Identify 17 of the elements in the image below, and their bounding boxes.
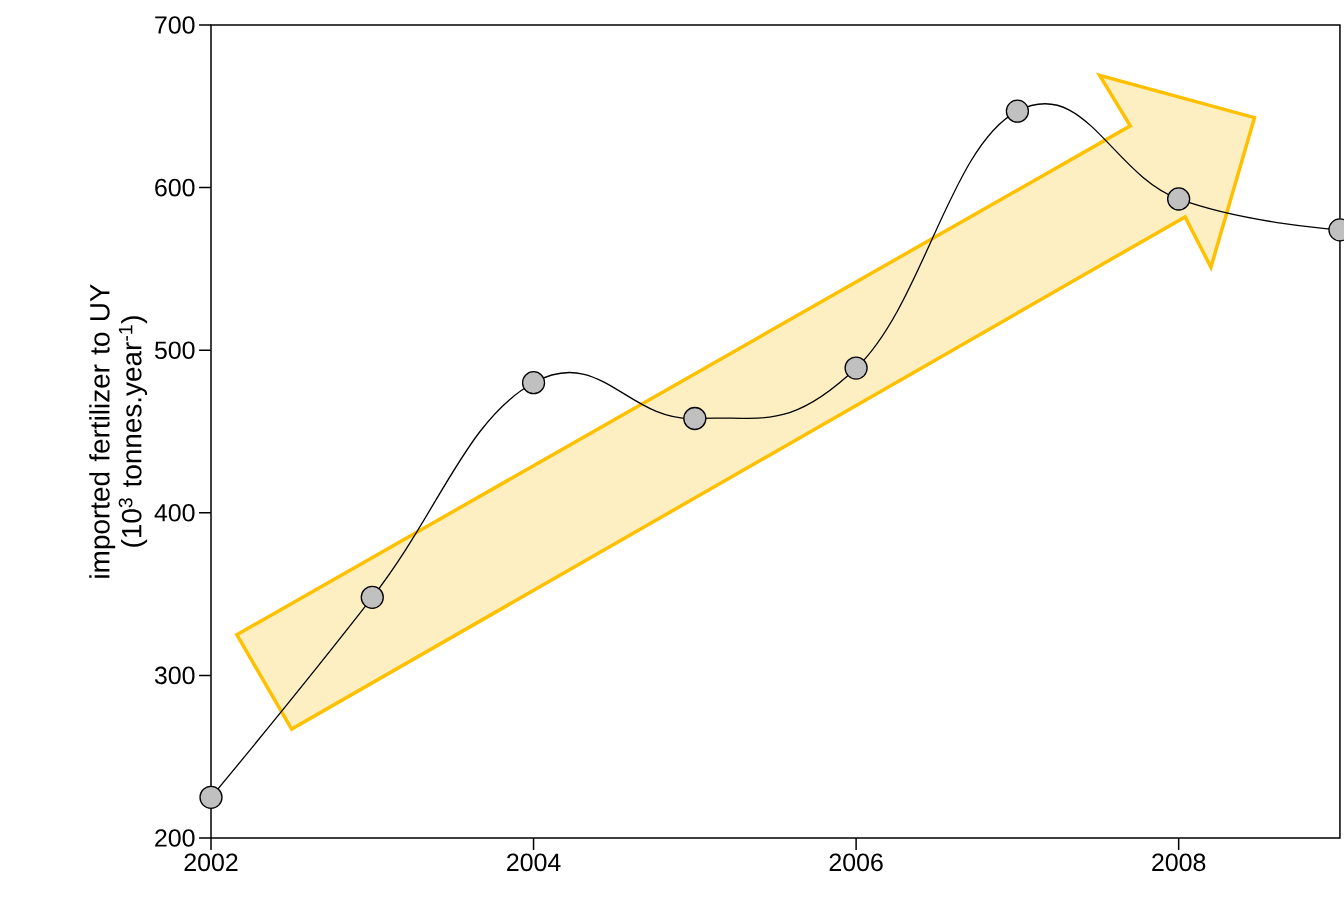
point [199,785,223,809]
x-tick-label: 2004 [507,853,561,872]
point [1167,187,1191,211]
y-tick-label: 200 [155,829,195,847]
x-tick-label: 2006 [829,853,883,872]
y-tick-label: 400 [154,503,195,522]
point [1005,99,1030,123]
point [360,585,384,609]
point [521,371,546,395]
y-tick-label: 500 [154,341,195,360]
point [683,406,707,431]
y-tick-label: 700 [155,16,195,34]
x-tick-label: 2008 [1152,853,1206,872]
x-tick-label: 2002 [184,853,238,872]
point [844,356,868,380]
y-tick-label: 300 [154,666,195,685]
y-tick-label: 600 [155,178,195,197]
